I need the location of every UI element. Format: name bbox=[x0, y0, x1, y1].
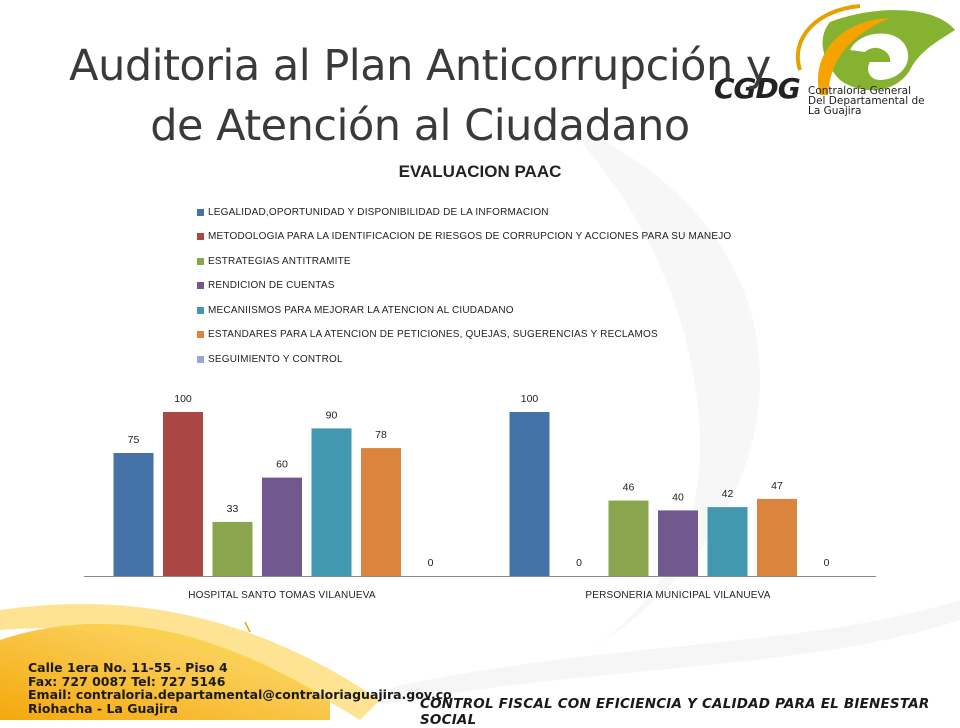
data-label: 100 bbox=[521, 393, 539, 405]
footer-city: Riohacha - La Guajira bbox=[28, 700, 178, 716]
bar bbox=[608, 500, 649, 576]
data-label: 47 bbox=[771, 480, 783, 492]
legend-swatch bbox=[197, 331, 204, 339]
legend-item: MECANIISMOS PARA MEJORAR LA ATENCION AL … bbox=[197, 298, 731, 323]
bar bbox=[658, 510, 698, 576]
data-label: 78 bbox=[375, 429, 387, 441]
data-label: 0 bbox=[576, 557, 582, 569]
chart-legend: LEGALIDAD,OPORTUNIDAD Y DISPONIBILIDAD D… bbox=[197, 200, 731, 372]
footer-slogan: CONTROL FISCAL CON EFICIENCIA Y CALIDAD … bbox=[420, 696, 930, 728]
footer-email: Email: contraloria.departamental@contral… bbox=[28, 687, 452, 702]
slide-title: Auditoria al Plan Anticorrupción y de At… bbox=[20, 36, 820, 156]
logo-mark: CGDG bbox=[714, 72, 801, 105]
legend-swatch bbox=[197, 257, 204, 265]
legend-label: SEGUIMIENTO Y CONTROL bbox=[208, 353, 343, 365]
data-label: 100 bbox=[174, 393, 192, 405]
category-label: HOSPITAL SANTO TOMAS VILANUEVA bbox=[188, 590, 376, 601]
data-label: 75 bbox=[128, 434, 140, 446]
data-label: 42 bbox=[722, 488, 734, 500]
legend-swatch bbox=[197, 355, 204, 363]
legend-item: METODOLOGIA PARA LA IDENTIFICACION DE RI… bbox=[197, 225, 731, 250]
data-label: 40 bbox=[672, 491, 684, 503]
bar bbox=[707, 507, 748, 576]
bar bbox=[113, 453, 154, 576]
legend-label: ESTRATEGIAS ANTITRAMITE bbox=[208, 255, 351, 267]
legend-item: LEGALIDAD,OPORTUNIDAD Y DISPONIBILIDAD D… bbox=[197, 200, 731, 225]
slide-title-line1: Auditoria al Plan Anticorrupción y bbox=[69, 41, 771, 91]
logo-subtitle-line3: La Guajira bbox=[808, 105, 862, 117]
logo-subtitle-line2: Del Departamental de bbox=[808, 95, 925, 107]
legend-item: SEGUIMIENTO Y CONTROL bbox=[197, 347, 731, 372]
bar bbox=[757, 498, 797, 576]
data-label: 0 bbox=[428, 557, 434, 569]
data-label: 90 bbox=[326, 409, 338, 421]
data-label: 60 bbox=[276, 459, 288, 471]
logo-subtitle: Contraloría General Del Departamental de… bbox=[808, 85, 938, 117]
legend-swatch bbox=[197, 208, 204, 216]
cgdg-logo-graphic bbox=[795, 4, 955, 95]
bar bbox=[163, 412, 203, 576]
legend-swatch bbox=[197, 306, 204, 314]
legend-label: METODOLOGIA PARA LA IDENTIFICACION DE RI… bbox=[208, 231, 732, 243]
legend-item: ESTANDARES PARA LA ATENCION DE PETICIONE… bbox=[197, 323, 731, 348]
footer-phone: Fax: 727 0087 Tel: 727 5146 bbox=[28, 673, 226, 689]
footer-address: Calle 1era No. 11-55 - Piso 4 bbox=[28, 660, 228, 675]
category-label: PERSONERIA MUNICIPAL VILANUEVA bbox=[585, 590, 770, 601]
bar bbox=[509, 412, 550, 576]
slide-title-line2: de Atención al Ciudadano bbox=[150, 101, 690, 151]
logo-subtitle-line1: Contraloría General bbox=[808, 85, 912, 97]
legend-label: LEGALIDAD,OPORTUNIDAD Y DISPONIBILIDAD D… bbox=[208, 206, 549, 218]
legend-label: ESTANDARES PARA LA ATENCION DE PETICIONE… bbox=[208, 329, 658, 341]
legend-swatch bbox=[197, 282, 204, 290]
legend-item: ESTRATEGIAS ANTITRAMITE bbox=[197, 249, 731, 274]
bar bbox=[311, 428, 352, 576]
legend-item: RENDICION DE CUENTAS bbox=[197, 274, 731, 299]
bar bbox=[361, 448, 401, 576]
legend-label: MECANIISMOS PARA MEJORAR LA ATENCION AL … bbox=[208, 304, 514, 316]
legend-swatch bbox=[197, 233, 204, 241]
data-label: 33 bbox=[227, 503, 239, 515]
bar bbox=[212, 521, 253, 576]
data-label: 0 bbox=[824, 557, 830, 569]
data-label: 46 bbox=[623, 482, 635, 494]
legend-label: RENDICION DE CUENTAS bbox=[208, 280, 335, 292]
bar bbox=[262, 477, 302, 576]
chart-title: EVALUACION PAAC bbox=[398, 162, 562, 181]
footer-contact: Calle 1era No. 11-55 - Piso 4 Fax: 727 0… bbox=[28, 661, 452, 715]
